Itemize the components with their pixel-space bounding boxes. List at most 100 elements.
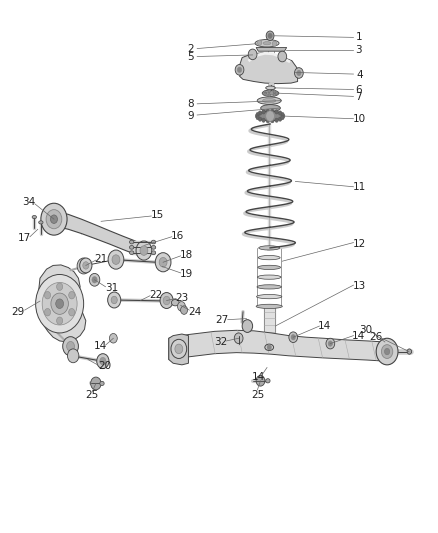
Text: 7: 7 <box>355 92 362 102</box>
Text: 26: 26 <box>370 332 383 342</box>
Text: 31: 31 <box>105 283 118 293</box>
Circle shape <box>67 342 74 351</box>
Ellipse shape <box>407 349 412 354</box>
Circle shape <box>258 40 262 45</box>
Circle shape <box>159 257 167 267</box>
Text: 24: 24 <box>188 306 201 317</box>
Text: 14: 14 <box>352 330 365 341</box>
Ellipse shape <box>266 86 276 90</box>
Circle shape <box>381 345 393 359</box>
Circle shape <box>281 112 284 117</box>
Circle shape <box>83 262 89 269</box>
Text: 15: 15 <box>150 210 164 220</box>
Circle shape <box>92 277 97 283</box>
Circle shape <box>328 341 332 346</box>
Circle shape <box>112 255 120 264</box>
Circle shape <box>180 306 187 314</box>
Text: 19: 19 <box>180 269 193 279</box>
Circle shape <box>69 292 75 299</box>
Circle shape <box>268 90 271 93</box>
Ellipse shape <box>130 251 134 255</box>
Circle shape <box>46 209 62 229</box>
Circle shape <box>262 118 265 123</box>
Ellipse shape <box>39 221 43 224</box>
Ellipse shape <box>130 246 134 249</box>
Circle shape <box>57 317 63 325</box>
Circle shape <box>69 309 75 316</box>
Circle shape <box>77 258 90 274</box>
Circle shape <box>264 91 266 94</box>
Text: 4: 4 <box>356 70 363 79</box>
Circle shape <box>266 31 274 41</box>
Text: 10: 10 <box>353 114 366 124</box>
Circle shape <box>278 51 287 62</box>
Ellipse shape <box>258 265 281 270</box>
Circle shape <box>177 302 185 311</box>
Text: 9: 9 <box>187 111 194 121</box>
Ellipse shape <box>257 285 282 289</box>
Text: 21: 21 <box>95 254 108 264</box>
Circle shape <box>326 338 335 349</box>
Text: 13: 13 <box>353 281 366 291</box>
Circle shape <box>235 64 244 75</box>
Circle shape <box>45 309 51 316</box>
Circle shape <box>264 93 266 96</box>
Ellipse shape <box>266 378 270 383</box>
Circle shape <box>275 110 279 114</box>
Text: 27: 27 <box>215 315 229 325</box>
Circle shape <box>258 117 262 121</box>
Text: 22: 22 <box>149 289 162 300</box>
Text: 25: 25 <box>85 390 98 400</box>
Circle shape <box>294 68 303 78</box>
Circle shape <box>279 117 282 121</box>
Ellipse shape <box>255 39 279 47</box>
Text: 16: 16 <box>171 231 184 241</box>
Text: 25: 25 <box>251 390 264 400</box>
Text: 14: 14 <box>252 372 265 382</box>
Text: 23: 23 <box>175 293 188 303</box>
Text: 1: 1 <box>356 33 363 43</box>
Ellipse shape <box>263 42 271 45</box>
Circle shape <box>80 258 92 273</box>
Ellipse shape <box>265 344 274 351</box>
Text: 14: 14 <box>318 321 331 331</box>
Ellipse shape <box>266 92 275 95</box>
Polygon shape <box>36 265 86 342</box>
Circle shape <box>97 354 109 368</box>
Circle shape <box>50 215 57 223</box>
Circle shape <box>273 93 276 96</box>
Circle shape <box>234 333 243 344</box>
Circle shape <box>297 70 301 76</box>
Text: 18: 18 <box>180 250 193 260</box>
Polygon shape <box>169 334 188 365</box>
Text: 20: 20 <box>98 361 111 371</box>
Polygon shape <box>240 53 297 84</box>
Circle shape <box>171 340 187 359</box>
Ellipse shape <box>32 215 36 219</box>
Circle shape <box>282 114 285 118</box>
Circle shape <box>266 119 269 123</box>
Circle shape <box>376 338 398 365</box>
Circle shape <box>255 114 259 118</box>
Circle shape <box>256 112 260 117</box>
Ellipse shape <box>262 90 279 96</box>
Circle shape <box>110 334 117 343</box>
Text: 6: 6 <box>355 85 362 95</box>
Circle shape <box>271 109 274 114</box>
Text: 30: 30 <box>359 325 372 335</box>
Circle shape <box>268 94 271 97</box>
Ellipse shape <box>256 304 283 309</box>
Polygon shape <box>264 306 275 344</box>
Text: 8: 8 <box>187 99 194 109</box>
Text: 2: 2 <box>187 44 194 54</box>
Ellipse shape <box>257 97 281 104</box>
Text: 12: 12 <box>353 239 366 248</box>
Circle shape <box>256 116 260 120</box>
Ellipse shape <box>258 255 280 260</box>
Circle shape <box>67 349 79 363</box>
Circle shape <box>279 111 282 115</box>
Circle shape <box>258 111 262 115</box>
Circle shape <box>108 292 121 308</box>
Ellipse shape <box>261 104 280 111</box>
Text: 34: 34 <box>22 197 36 207</box>
